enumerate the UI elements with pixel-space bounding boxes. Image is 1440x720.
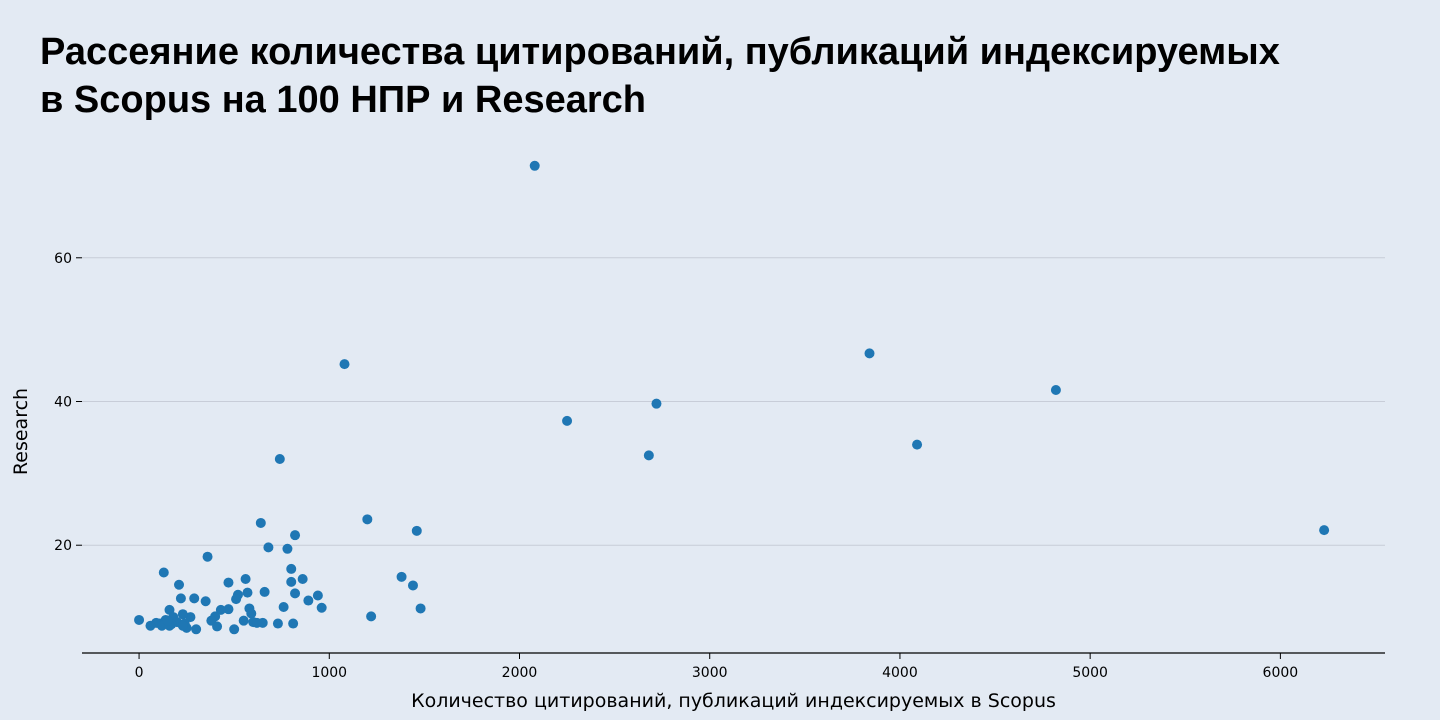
x-tick-label-4000: 4000 (882, 665, 918, 681)
data-point-63 (145, 620, 156, 631)
data-point-5 (864, 348, 875, 359)
data-point-15 (282, 543, 293, 554)
data-point-8 (1319, 525, 1330, 536)
data-point-56 (272, 618, 283, 629)
data-point-32 (303, 595, 314, 606)
data-point-34 (189, 593, 200, 604)
x-tick-label-6000: 6000 (1263, 665, 1299, 681)
data-point-3 (651, 398, 662, 409)
data-point-19 (240, 573, 251, 584)
data-point-10 (362, 514, 373, 525)
data-point-22 (407, 580, 418, 591)
data-point-24 (286, 576, 297, 587)
data-point-30 (312, 590, 323, 601)
data-point-55 (257, 617, 268, 628)
data-point-33 (200, 596, 211, 607)
data-point-52 (238, 615, 249, 626)
data-point-43 (246, 608, 257, 619)
data-point-36 (316, 602, 327, 613)
data-point-6 (912, 439, 923, 450)
data-point-67 (212, 621, 223, 632)
data-point-13 (290, 530, 301, 541)
y-axis-label: Research (10, 388, 32, 475)
data-point-28 (290, 588, 301, 599)
data-point-4 (643, 450, 654, 461)
chart-title: Рассеяние количества цитирований, публик… (40, 28, 1420, 124)
data-point-37 (415, 603, 426, 614)
data-point-70 (177, 620, 188, 631)
data-point-20 (297, 573, 308, 584)
chart-title-line-1: Рассеяние количества цитирований, публик… (40, 31, 1280, 73)
data-point-7 (1050, 385, 1061, 396)
data-point-71 (162, 615, 173, 626)
data-point-27 (259, 586, 270, 597)
data-point-17 (158, 567, 169, 578)
data-point-2 (562, 415, 573, 426)
data-point-35 (175, 593, 186, 604)
data-point-12 (255, 517, 266, 528)
data-point-44 (366, 611, 377, 622)
data-point-57 (288, 618, 299, 629)
data-point-40 (223, 604, 234, 615)
data-point-31 (231, 594, 242, 605)
data-point-18 (286, 563, 297, 574)
y-tick-label-60: 60 (54, 251, 72, 267)
x-axis-ticks: 0 1000 2000 3000 4000 5000 6000 (135, 653, 1299, 681)
data-point-9 (274, 453, 285, 464)
data-point-46 (177, 609, 188, 620)
data-point-50 (134, 614, 145, 625)
x-tick-label-2000: 2000 (502, 665, 538, 681)
data-points (134, 160, 1330, 635)
x-tick-label-5000: 5000 (1072, 665, 1108, 681)
data-point-21 (396, 571, 407, 582)
x-tick-label-3000: 3000 (692, 665, 728, 681)
y-tick-label-20: 20 (54, 538, 72, 554)
x-tick-label-1000: 1000 (311, 665, 347, 681)
data-point-26 (242, 587, 253, 598)
data-point-16 (202, 551, 213, 562)
data-point-41 (215, 604, 226, 615)
x-axis-label: Количество цитирований, публикаций индек… (411, 690, 1056, 712)
data-point-14 (263, 542, 274, 553)
data-point-45 (185, 612, 196, 623)
x-tick-label-0: 0 (135, 665, 144, 681)
data-point-69 (229, 624, 240, 635)
chart-title-line-2: в Scopus на 100 НПР и Research (40, 79, 647, 121)
data-point-25 (174, 579, 185, 590)
data-point-11 (411, 525, 422, 536)
gridlines (82, 257, 1385, 546)
data-point-1 (339, 359, 350, 370)
data-point-23 (223, 577, 234, 588)
data-point-0 (529, 160, 540, 171)
y-axis-ticks: 20 40 60 (54, 251, 82, 554)
data-point-68 (191, 624, 202, 635)
y-tick-label-40: 40 (54, 395, 72, 411)
data-point-38 (278, 602, 289, 613)
